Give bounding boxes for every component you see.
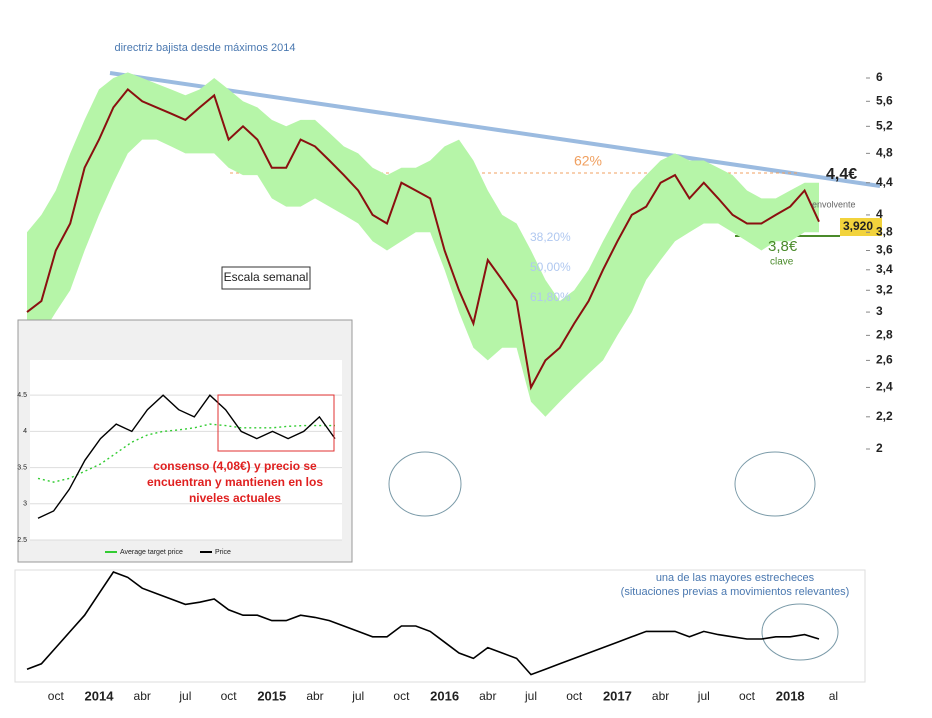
annotation: 61,80%: [530, 290, 571, 304]
x-tick-label: abr: [479, 689, 496, 703]
annotation: (situaciones previas a movimientos relev…: [621, 586, 850, 598]
x-tick-label: jul: [697, 689, 710, 703]
trendline: [109, 71, 881, 188]
legend-label: Average target price: [120, 549, 183, 556]
y-tick-label: 2,4: [876, 380, 893, 394]
y-tick-label: 3,4: [876, 262, 893, 276]
y-tick-label: 5,2: [876, 118, 893, 132]
x-tick-label: oct: [221, 689, 238, 703]
x-tick-label: 2014: [85, 688, 115, 703]
scale-box: [221, 266, 311, 290]
inset-line: [37, 394, 336, 519]
y-tick-label: 4: [876, 207, 883, 221]
y-tick-label: 2: [876, 441, 883, 455]
osc-line: [26, 571, 820, 676]
x-tick-label: abr: [134, 689, 151, 703]
y-tick-label: 2,8: [876, 328, 893, 342]
annotation: directriz bajista desde máximos 2014: [115, 42, 296, 54]
band: [27, 72, 819, 417]
y-tick-label: 3,6: [876, 243, 893, 257]
annotation: clave: [770, 257, 794, 268]
x-tick-label: 2017: [603, 688, 632, 703]
inset-plot: [30, 360, 342, 540]
x-tick-label: 2015: [257, 688, 286, 703]
y-tick-label: 3: [876, 304, 883, 318]
annotation: 4,4€: [826, 166, 857, 183]
y-tick-label: 2,6: [876, 353, 893, 367]
x-tick-label: abr: [652, 689, 669, 703]
last-box: [840, 218, 882, 236]
x-tick-label: oct: [48, 689, 65, 703]
x-tick-label: 2016: [430, 688, 459, 703]
inset-line: [37, 423, 335, 483]
x-tick-label: al: [829, 689, 838, 703]
legend-label: Price: [215, 549, 231, 556]
annotation: 50,00%: [530, 260, 571, 274]
y-tick-label: 4,8: [876, 146, 893, 160]
osc-panel: [14, 569, 866, 683]
highlight: [388, 451, 462, 517]
last-price: 3,920: [843, 219, 873, 233]
y-tick-label: 3: [23, 501, 27, 508]
inset-highlight: [217, 394, 335, 452]
x-tick-label: oct: [393, 689, 410, 703]
y-tick-label: 3,8: [876, 224, 893, 238]
y-tick-label: 4.5: [17, 392, 27, 399]
y-tick-label: 2.5: [17, 537, 27, 544]
y-tick-label: 3.5: [17, 464, 27, 471]
price-line: [26, 87, 820, 391]
y-tick-label: 5,6: [876, 93, 893, 107]
x-tick-label: oct: [739, 689, 756, 703]
y-tick-label: 3,2: [876, 282, 893, 296]
y-tick-label: 4,4: [876, 175, 893, 189]
x-tick-label: jul: [178, 689, 191, 703]
x-tick-label: jul: [524, 689, 537, 703]
y-tick-label: 6: [876, 70, 883, 84]
annotation: 38,20%: [530, 230, 571, 244]
x-tick-label: oct: [566, 689, 583, 703]
highlight: [761, 603, 839, 661]
annotation: Escala semanal: [224, 270, 309, 284]
highlight: [734, 451, 816, 517]
inset-note-box: consenso (4,08€) y precio se encuentran …: [146, 459, 324, 505]
x-tick-label: 2018: [776, 688, 805, 703]
annotation: una de las mayores estrecheces: [656, 572, 815, 584]
inset-note: consenso (4,08€) y precio se encuentran …: [146, 459, 324, 505]
annotation: envolvente: [812, 199, 856, 209]
x-tick-label: abr: [306, 689, 323, 703]
x-tick-label: jul: [351, 689, 364, 703]
annotation: 62%: [574, 153, 602, 169]
y-tick-label: 2,2: [876, 409, 893, 423]
y-tick-label: 4: [23, 428, 27, 435]
annotation: 3,8€: [768, 238, 798, 255]
